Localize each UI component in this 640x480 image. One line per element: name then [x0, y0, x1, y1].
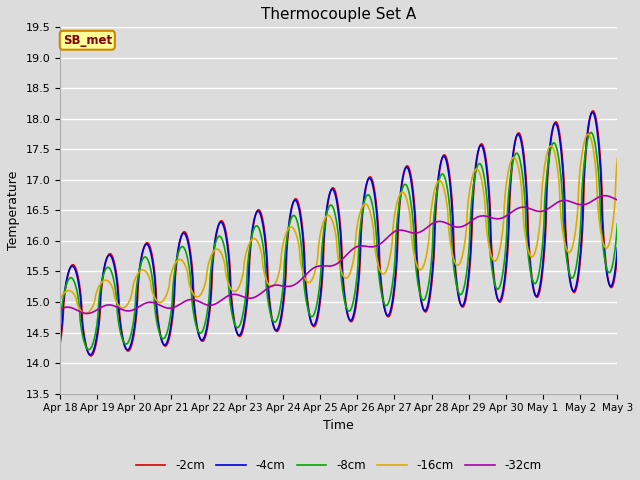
Y-axis label: Temperature: Temperature [7, 171, 20, 250]
-8cm [440, 173, 448, 179]
-32cm [56, 307, 64, 312]
-32cm [614, 197, 621, 203]
-2cm [589, 108, 596, 114]
-32cm [601, 193, 609, 199]
Line: -8cm: -8cm [60, 132, 618, 349]
-8cm [614, 221, 621, 227]
Line: -32cm: -32cm [60, 196, 618, 313]
-32cm [563, 198, 571, 204]
Legend: -2cm, -4cm, -8cm, -16cm, -32cm: -2cm, -4cm, -8cm, -16cm, -32cm [131, 455, 546, 477]
-32cm [440, 219, 448, 225]
X-axis label: Time: Time [323, 419, 354, 432]
-4cm [86, 352, 94, 358]
-2cm [563, 248, 571, 253]
-32cm [179, 300, 187, 305]
-2cm [385, 313, 393, 319]
Line: -16cm: -16cm [60, 134, 618, 313]
-2cm [331, 187, 339, 193]
-4cm [179, 230, 187, 236]
-4cm [563, 254, 571, 260]
-2cm [440, 152, 448, 158]
-8cm [204, 311, 211, 316]
-2cm [614, 252, 621, 258]
-2cm [204, 327, 211, 333]
-16cm [204, 268, 211, 274]
-8cm [385, 299, 393, 304]
Line: -2cm: -2cm [60, 111, 618, 356]
-16cm [584, 132, 592, 137]
Title: Thermocouple Set A: Thermocouple Set A [261, 7, 417, 22]
-32cm [331, 262, 339, 268]
-4cm [385, 312, 393, 317]
-4cm [56, 337, 64, 343]
-16cm [563, 248, 571, 253]
-8cm [56, 327, 64, 333]
-16cm [56, 297, 64, 302]
-16cm [179, 259, 187, 264]
Text: SB_met: SB_met [63, 34, 112, 47]
-32cm [204, 302, 211, 308]
-2cm [87, 353, 95, 359]
-8cm [84, 347, 92, 352]
-8cm [331, 210, 339, 216]
-8cm [588, 130, 595, 135]
Line: -4cm: -4cm [60, 112, 618, 355]
-16cm [614, 156, 621, 161]
-2cm [179, 229, 187, 235]
-2cm [56, 341, 64, 347]
-4cm [589, 109, 596, 115]
-16cm [385, 259, 393, 264]
-4cm [331, 190, 339, 196]
-16cm [440, 186, 448, 192]
-16cm [82, 311, 90, 316]
-4cm [614, 245, 621, 251]
-8cm [563, 259, 571, 265]
-32cm [83, 311, 91, 316]
-16cm [331, 227, 339, 233]
-4cm [440, 153, 448, 159]
-8cm [179, 244, 187, 250]
-4cm [204, 323, 211, 329]
-32cm [385, 233, 393, 239]
